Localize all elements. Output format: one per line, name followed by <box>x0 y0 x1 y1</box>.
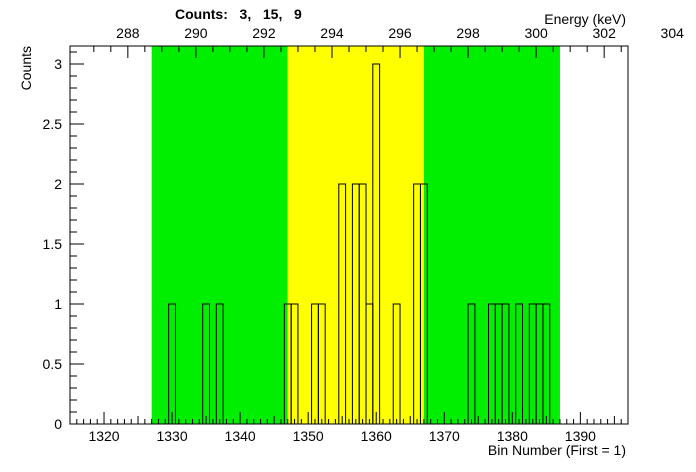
y-tick-label: 1 <box>54 296 62 312</box>
y-tick-label: 0.5 <box>43 356 63 372</box>
x-tick-label: 1350 <box>293 428 324 444</box>
x-tick-label: 1340 <box>225 428 256 444</box>
x-tick-label: 1360 <box>361 428 392 444</box>
energy-tick-label: 304 <box>661 25 685 41</box>
energy-tick-label: 292 <box>252 25 276 41</box>
counts-title: Counts: 3, 15, 9 <box>175 6 302 22</box>
y-tick-label: 2.5 <box>43 116 63 132</box>
y-tick-label: 0 <box>54 416 62 432</box>
x-tick-label: 1390 <box>565 428 596 444</box>
y-tick-label: 1.5 <box>43 236 63 252</box>
y-axis-label: Counts <box>18 46 34 90</box>
region-left-sideband <box>151 46 288 424</box>
energy-tick-label: 296 <box>388 25 412 41</box>
energy-tick-label: 300 <box>524 25 548 41</box>
energy-tick-label: 294 <box>320 25 344 41</box>
energy-tick-label: 302 <box>593 25 617 41</box>
y-axis-left: 0 0.5 1 1.5 2 2.5 3 <box>43 51 84 432</box>
x-axis-label: Bin Number (First = 1) <box>488 442 626 458</box>
x-tick-label: 1370 <box>429 428 460 444</box>
x-tick-label: 1380 <box>497 428 528 444</box>
energy-tick-label: 290 <box>184 25 208 41</box>
region-bands <box>151 46 560 424</box>
y-tick-label: 3 <box>54 56 62 72</box>
energy-tick-label: 298 <box>456 25 480 41</box>
energy-axis-label: Energy (keV) <box>544 11 626 27</box>
region-right-sideband <box>423 46 560 424</box>
x-tick-label: 1320 <box>88 428 119 444</box>
x-axis-bottom: 1320 1330 1340 1350 1360 1370 1380 1390 <box>69 412 629 444</box>
y-tick-label: 2 <box>54 176 62 192</box>
energy-axis-top: 288 290 292 294 296 298 300 302 304 <box>93 25 685 58</box>
energy-tick-label: 288 <box>116 25 140 41</box>
x-tick-label: 1330 <box>156 428 187 444</box>
region-signal-region <box>287 46 424 424</box>
